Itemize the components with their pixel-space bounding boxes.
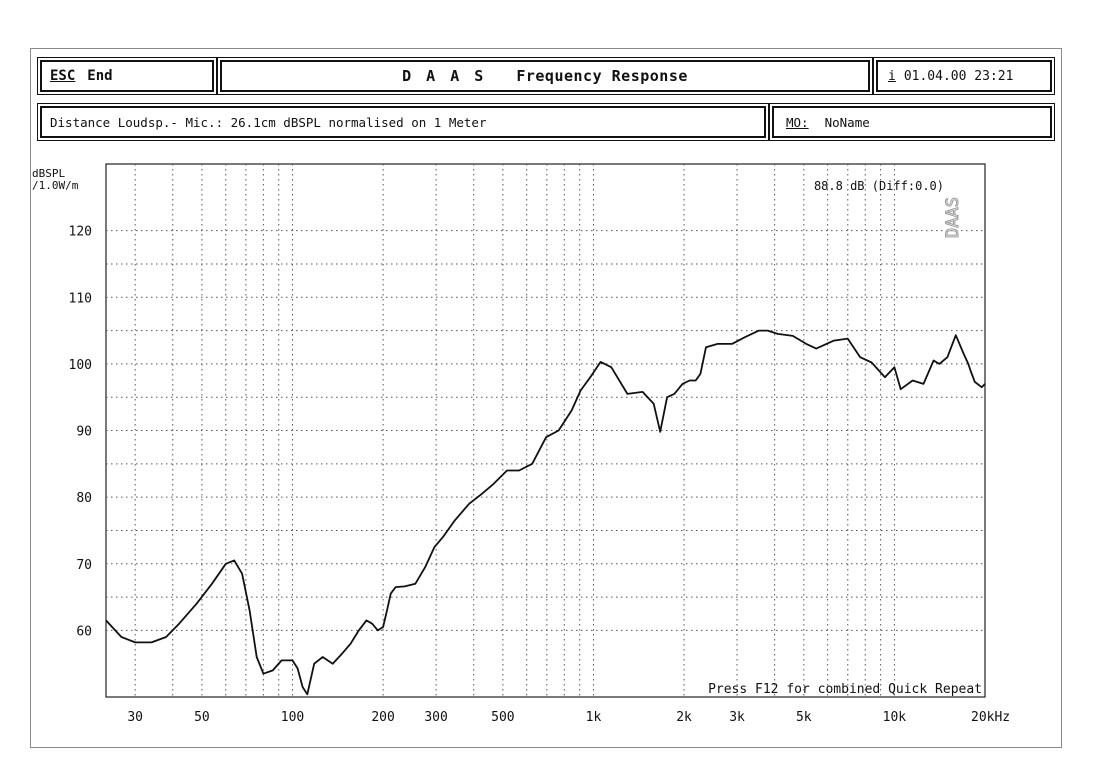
y-tick-label: 120 bbox=[69, 225, 92, 240]
info-key-label: i bbox=[888, 68, 896, 84]
datetime-text: 01.04.00 23:21 bbox=[903, 68, 1014, 84]
info-datetime-button[interactable]: i 01.04.00 23:21 bbox=[873, 57, 1055, 95]
level-readout: 88.8 dB (Diff:0.0) bbox=[814, 179, 944, 193]
frequency-response-curve bbox=[105, 329, 986, 696]
page-title: Frequency Response bbox=[516, 67, 688, 85]
x-tick-label: 200 bbox=[371, 710, 394, 725]
y-tick-label: 80 bbox=[76, 491, 92, 506]
y-axis-unit-label: dBSPL /1.0W/m bbox=[32, 168, 78, 192]
distance-text: Distance Loudsp.- Mic.: 26.1cm dBSPL nor… bbox=[50, 114, 487, 130]
x-tick-label: 500 bbox=[491, 710, 514, 725]
distance-info-box: Distance Loudsp.- Mic.: 26.1cm dBSPL nor… bbox=[37, 103, 769, 141]
mo-key-rest: O: bbox=[793, 114, 809, 130]
esc-end-button[interactable]: ESC End bbox=[37, 57, 217, 95]
model-name: NoName bbox=[824, 114, 870, 130]
mo-key-label: MO: bbox=[786, 115, 809, 130]
x-tick-label: 100 bbox=[281, 710, 304, 725]
y-tick-label: 100 bbox=[69, 358, 92, 373]
quick-repeat-hint: Press F12 for combined Quick Repeat bbox=[708, 682, 982, 697]
x-tick-label: 10k bbox=[883, 710, 907, 725]
app-title: D A A S bbox=[402, 67, 487, 85]
y-tick-label: 110 bbox=[69, 291, 92, 306]
y-axis-unit-line1: dBSPL bbox=[32, 167, 66, 180]
x-tick-label: 300 bbox=[424, 710, 447, 725]
y-tick-label: 70 bbox=[76, 558, 92, 573]
x-tick-label: 5k bbox=[796, 710, 812, 725]
end-label: End bbox=[87, 68, 113, 84]
y-tick-label: 90 bbox=[76, 425, 92, 440]
x-tick-label: 2k bbox=[676, 710, 692, 725]
daas-watermark: DAAS bbox=[943, 197, 963, 238]
model-name-button[interactable]: MO: NoName bbox=[769, 103, 1055, 141]
y-axis-unit-line2: /1.0W/m bbox=[32, 179, 79, 192]
x-tick-label: 1k bbox=[586, 710, 602, 725]
x-tick-label: 30 bbox=[127, 710, 143, 725]
y-tick-label: 60 bbox=[76, 624, 92, 639]
x-tick-label: 50 bbox=[194, 710, 210, 725]
x-tick-label: 20kHz bbox=[971, 710, 1010, 725]
plot-area bbox=[105, 163, 986, 698]
app-window bbox=[30, 48, 1062, 748]
x-tick-label: 3k bbox=[729, 710, 745, 725]
esc-key-label: ESC bbox=[50, 68, 76, 84]
title-bar: D A A S Frequency Response bbox=[217, 57, 873, 95]
mo-key-letter: M bbox=[786, 114, 794, 130]
